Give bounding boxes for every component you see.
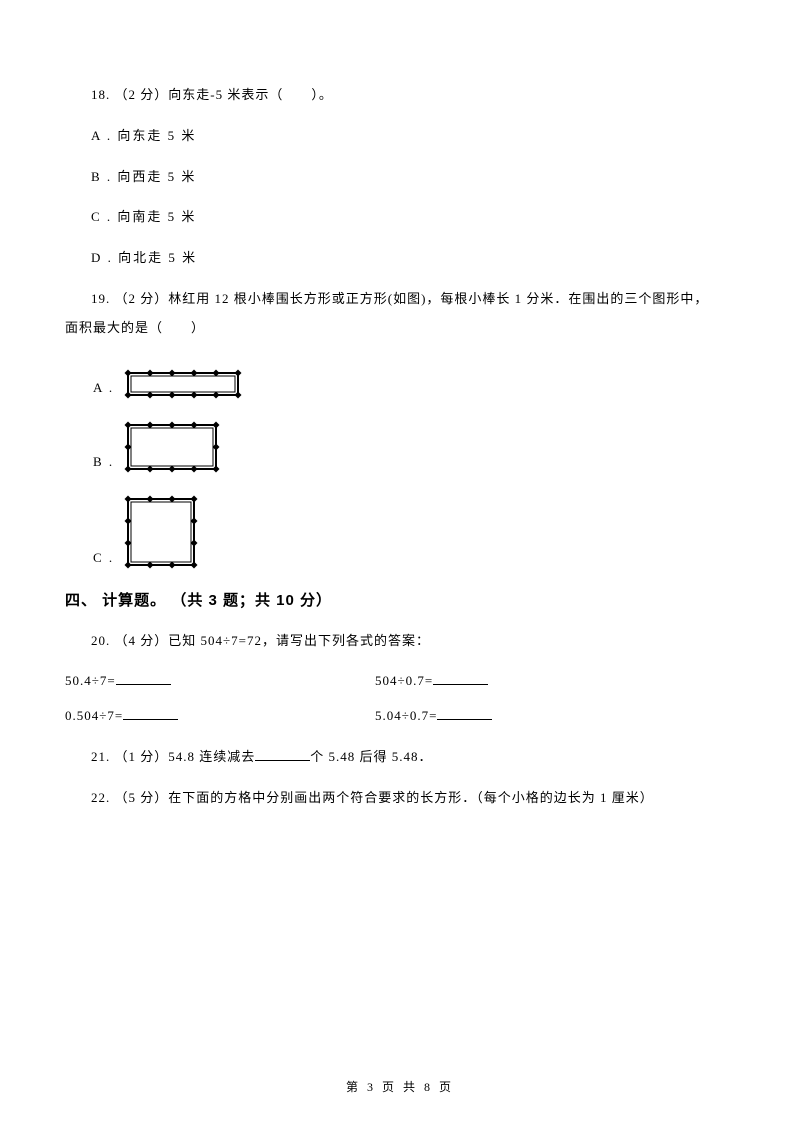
q20-item-a: 50.4÷7=	[65, 671, 375, 692]
q19-option-b-row: B .	[93, 419, 735, 475]
q19-figure-c	[122, 493, 200, 571]
q20-item-d: 5.04÷0.7=	[375, 706, 735, 727]
blank-icon	[116, 671, 171, 685]
blank-icon	[433, 671, 488, 685]
q21-suffix: 个 5.48 后得 5.48．	[310, 749, 432, 764]
q19-figure-a	[122, 367, 244, 401]
q18-option-b: B . 向西走 5 米	[65, 167, 735, 188]
q20-row1: 50.4÷7= 504÷0.7=	[65, 671, 735, 692]
section4-title: 四、 计算题。 （共 3 题；共 10 分）	[65, 589, 735, 613]
q20-item-d-text: 5.04÷0.7=	[375, 708, 437, 723]
q20-item-c-text: 0.504÷7=	[65, 708, 123, 723]
q19-option-a-label: A .	[93, 378, 114, 401]
q20-item-b: 504÷0.7=	[375, 671, 735, 692]
q19-text-line2: 面积最大的是（ ）	[65, 318, 735, 339]
q19-option-c-label: C .	[93, 548, 114, 571]
q18-option-c: C . 向南走 5 米	[65, 207, 735, 228]
q19-text-line1: 19. （2 分）林红用 12 根小棒围长方形或正方形(如图)，每根小棒长 1 …	[65, 289, 735, 310]
q18-option-a: A . 向东走 5 米	[65, 126, 735, 147]
q19-option-b-label: B .	[93, 452, 114, 475]
q20-item-a-text: 50.4÷7=	[65, 673, 116, 688]
q19-option-a-row: A .	[93, 367, 735, 401]
q18-option-d: D . 向北走 5 米	[65, 248, 735, 269]
q20-item-b-text: 504÷0.7=	[375, 673, 433, 688]
page-footer: 第 3 页 共 8 页	[0, 1078, 800, 1097]
q21-text: 21. （1 分）54.8 连续减去 个 5.48 后得 5.48．	[65, 747, 735, 768]
q20-item-c: 0.504÷7=	[65, 706, 375, 727]
q22-text: 22. （5 分）在下面的方格中分别画出两个符合要求的长方形．（每个小格的边长为…	[65, 788, 735, 809]
blank-icon	[255, 747, 310, 761]
q19-option-c-row: C .	[93, 493, 735, 571]
blank-icon	[437, 706, 492, 720]
blank-icon	[123, 706, 178, 720]
q18-text: 18. （2 分）向东走-5 米表示（ ）。	[65, 85, 735, 106]
q20-intro: 20. （4 分）已知 504÷7=72，请写出下列各式的答案：	[65, 631, 735, 652]
q21-prefix: 21. （1 分）54.8 连续减去	[91, 749, 255, 764]
q19-figure-b	[122, 419, 222, 475]
q20-row2: 0.504÷7= 5.04÷0.7=	[65, 706, 735, 727]
